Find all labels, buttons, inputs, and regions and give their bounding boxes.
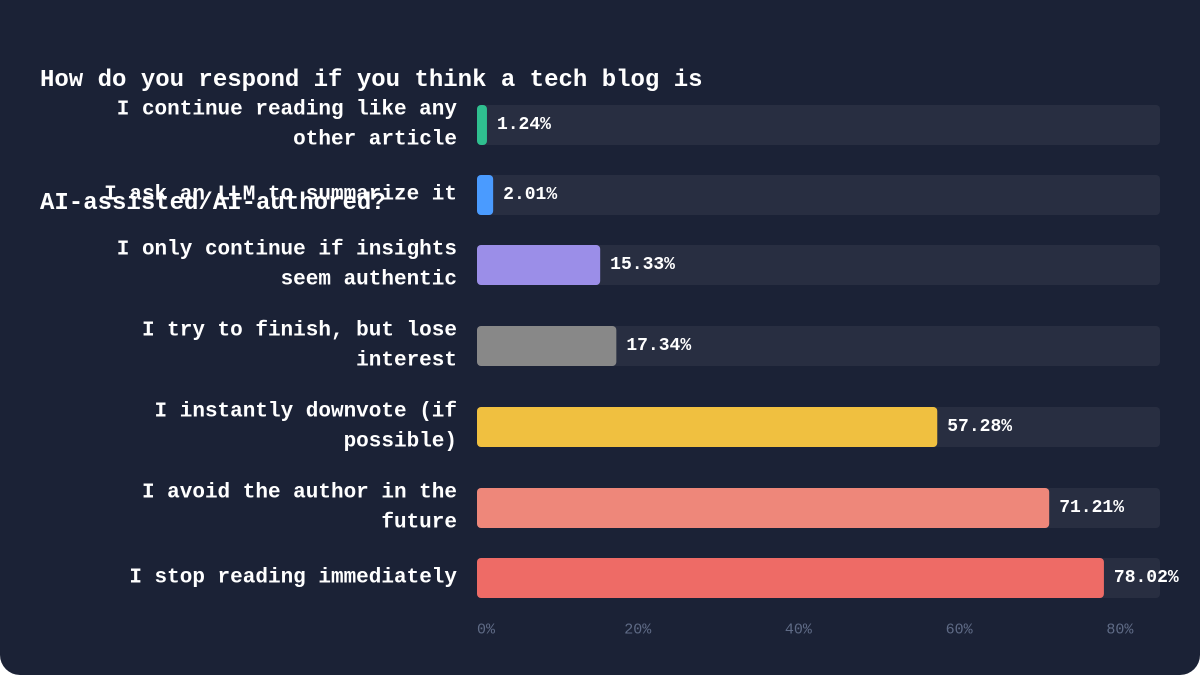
category-label-5-line-1: I instantly downvote (if bbox=[155, 401, 457, 424]
bar-track-4 bbox=[477, 326, 1160, 366]
bar-value-label-3: 15.33% bbox=[610, 255, 675, 275]
category-label-3-line-2: seem authentic bbox=[281, 269, 457, 292]
category-label-5-line-2: possible) bbox=[344, 431, 457, 454]
x-tick-label-60: 60% bbox=[946, 622, 974, 639]
category-label-7-line-1: I stop reading immediately bbox=[129, 567, 457, 590]
bar-value-label-4: 17.34% bbox=[626, 336, 691, 356]
bar-value-label-5: 57.28% bbox=[947, 417, 1012, 437]
chart-title-line-1: How do you respond if you think a tech b… bbox=[40, 67, 703, 94]
category-label-6-line-1: I avoid the author in the bbox=[142, 482, 457, 505]
category-label-1-line-2: other article bbox=[293, 129, 457, 152]
bar-3 bbox=[477, 245, 601, 285]
category-label-3-line-1: I only continue if insights bbox=[117, 239, 457, 262]
chart-title-line-2: AI-assisted/AI-authored? bbox=[40, 190, 386, 217]
bar-1 bbox=[477, 105, 487, 145]
bar-value-label-6: 71.21% bbox=[1059, 498, 1124, 518]
x-tick-label-40: 40% bbox=[785, 622, 813, 639]
x-tick-label-80: 80% bbox=[1106, 622, 1134, 639]
category-label-1-line-1: I continue reading like any bbox=[117, 99, 458, 122]
bar-value-label-2: 2.01% bbox=[503, 185, 557, 205]
category-label-4-line-1: I try to finish, but lose bbox=[142, 320, 457, 343]
bar-track-3 bbox=[477, 245, 1160, 285]
bar-2 bbox=[477, 175, 494, 215]
bar-5 bbox=[477, 407, 938, 447]
category-label-4-line-2: interest bbox=[356, 350, 457, 373]
chart-title: How do you respond if you think a tech b… bbox=[40, 0, 1160, 306]
bar-6 bbox=[477, 488, 1050, 528]
category-label-6-line-2: future bbox=[381, 512, 457, 535]
category-label-2-line-1: I ask an LLM to summarize it bbox=[104, 184, 457, 207]
x-tick-label-20: 20% bbox=[624, 622, 652, 639]
x-tick-label-0: 0% bbox=[477, 622, 496, 639]
bar-track-1 bbox=[477, 105, 1160, 145]
bar-value-label-7: 78.02% bbox=[1114, 568, 1179, 588]
bar-7 bbox=[477, 558, 1104, 598]
bar-4 bbox=[477, 326, 617, 366]
bar-track-2 bbox=[477, 175, 1160, 215]
bar-value-label-1: 1.24% bbox=[497, 115, 551, 135]
